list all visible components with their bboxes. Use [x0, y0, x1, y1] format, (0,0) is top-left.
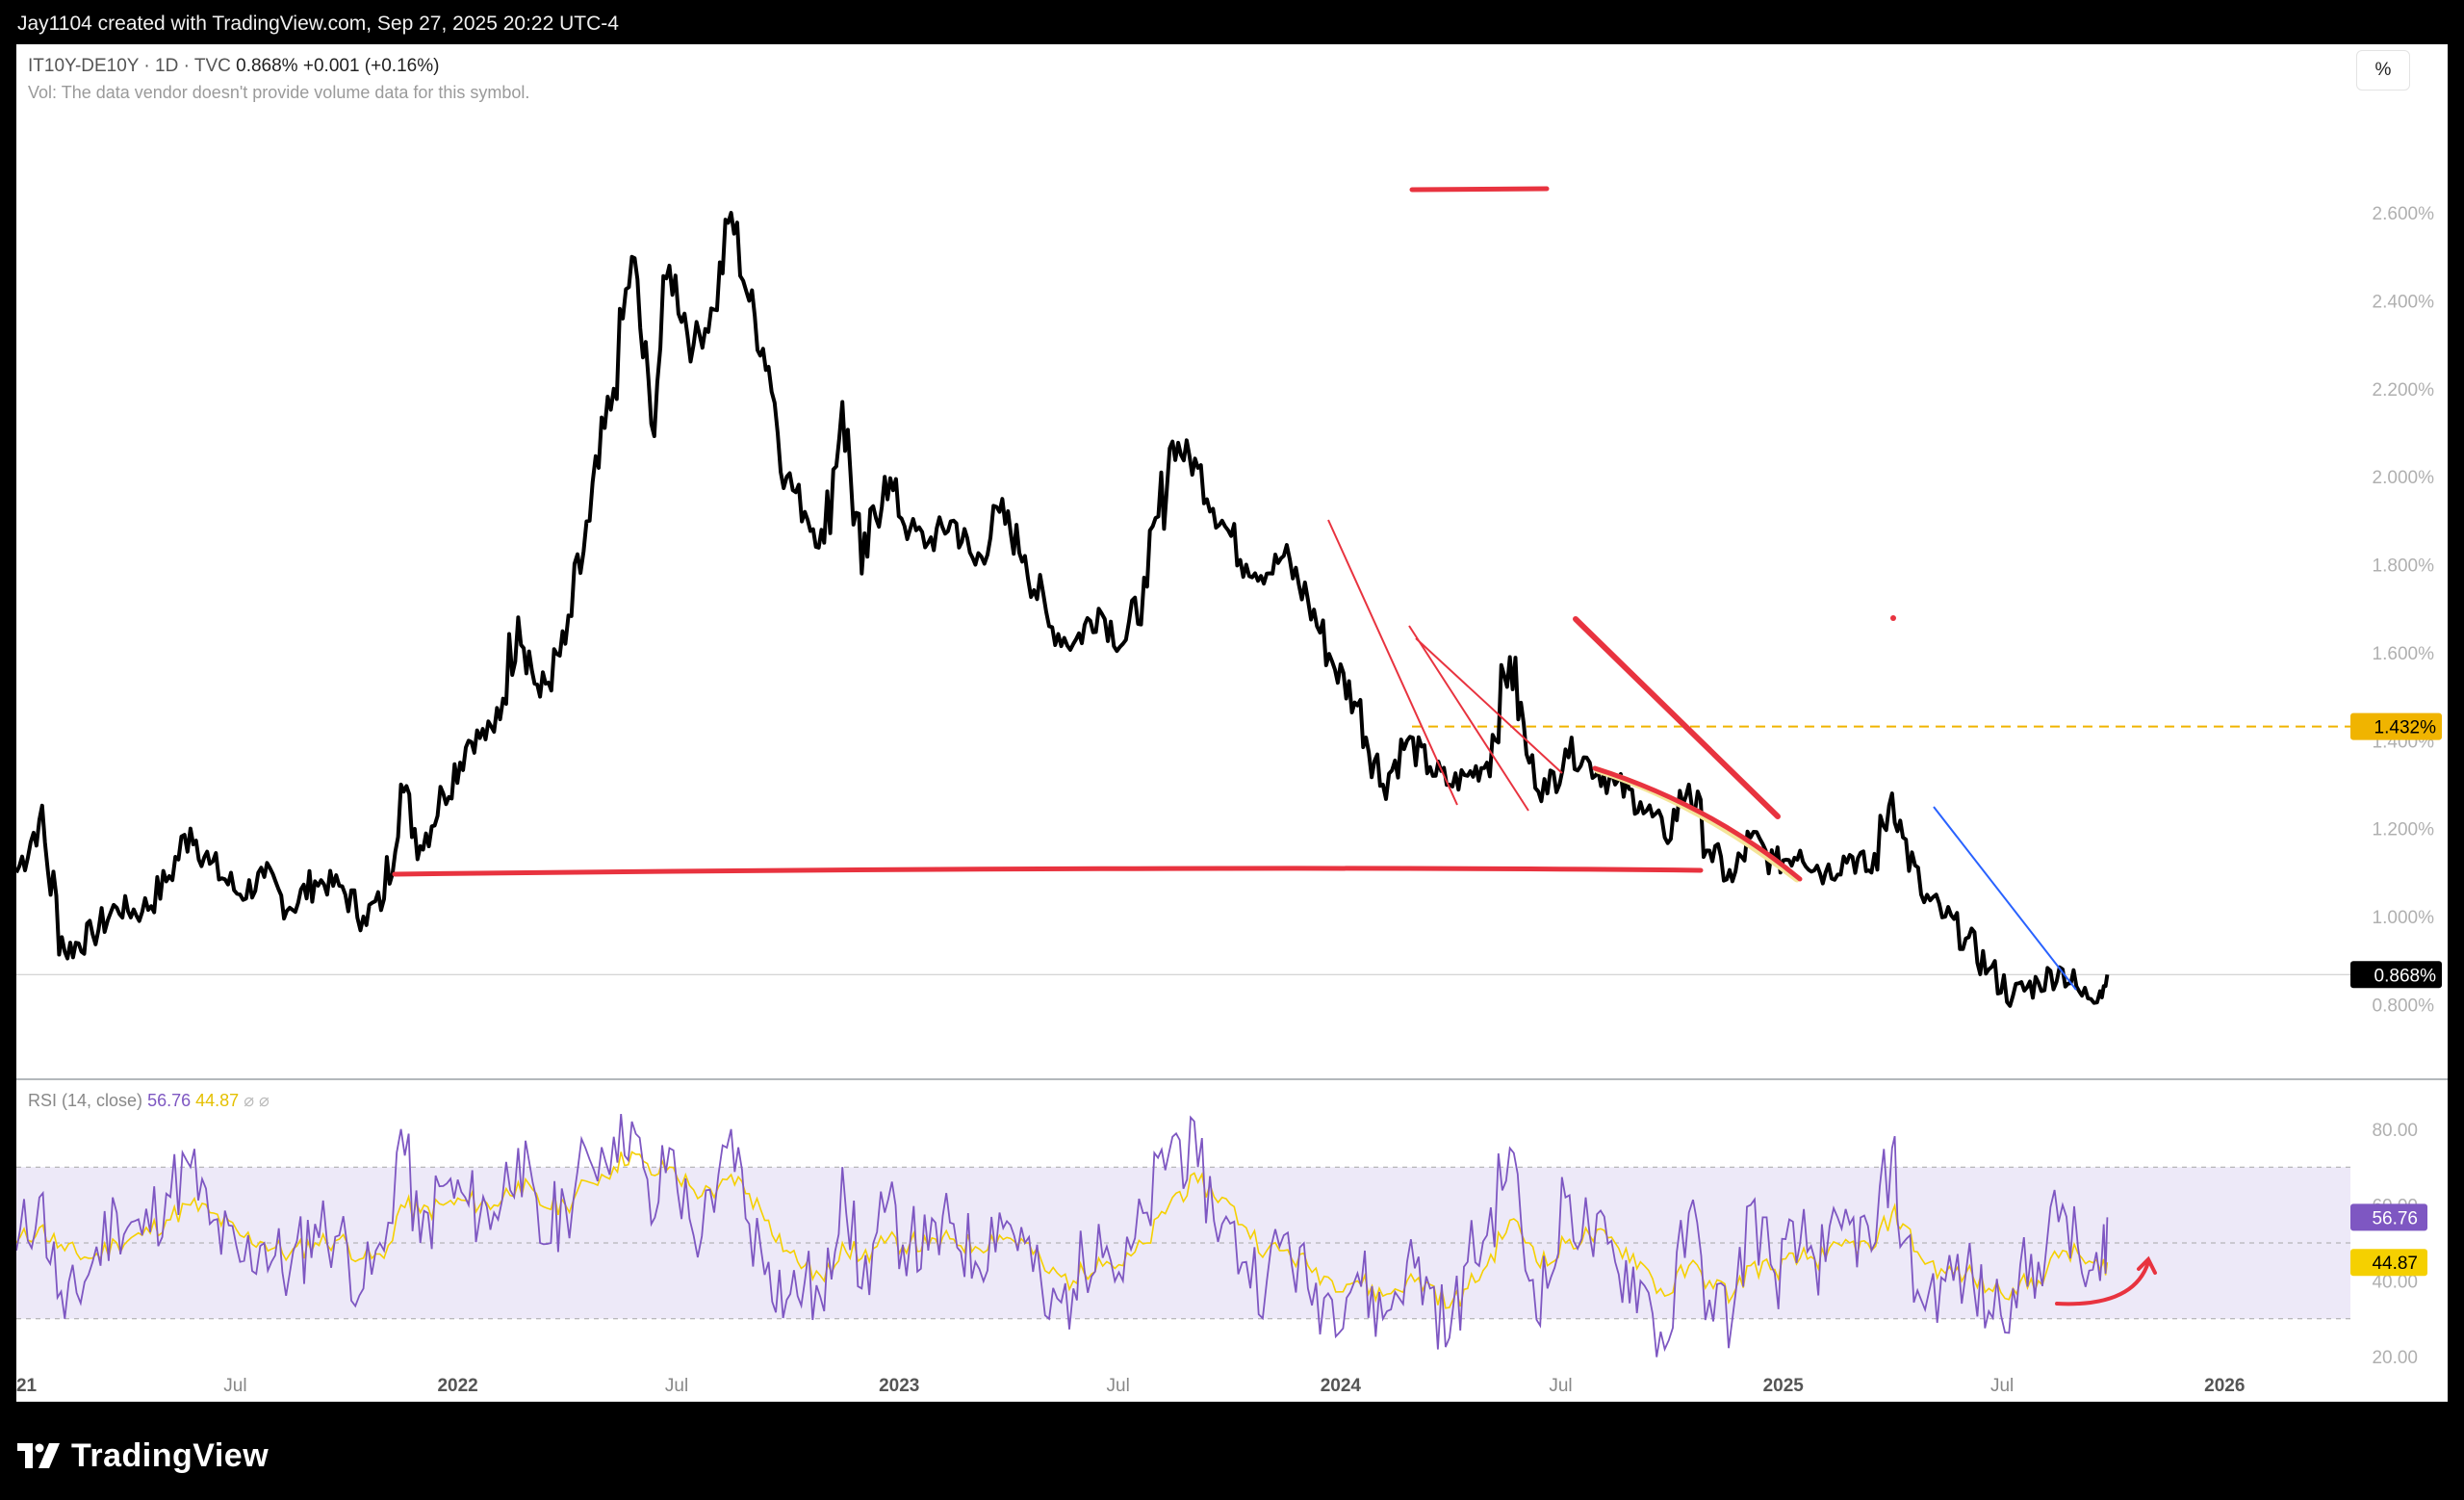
rsi-legend: RSI (14, close) 56.76 44.87 ⌀ ⌀: [28, 1091, 270, 1111]
price-tick-label: 1.600%: [2373, 644, 2435, 664]
time-tick-label: 2023: [879, 1376, 919, 1396]
price-change: +0.001 (+0.16%): [302, 56, 440, 76]
price-tick-label: 2.200%: [2373, 380, 2435, 401]
chart-canvas[interactable]: 0.800%1.000%1.200%1.400%1.600%1.800%2.00…: [16, 44, 2448, 1402]
chart-frame[interactable]: 0.800% 1.000% 1.200% 1.400% 1.600% 1.800% 2.00…: [16, 44, 2448, 1402]
resistance-line: [1409, 186, 1550, 193]
volume-note: Vol: The data vendor doesn't provide vol…: [28, 83, 530, 102]
na-icon: ⌀: [244, 1091, 255, 1110]
level-badge: [2350, 712, 2442, 740]
rsi-label[interactable]: RSI (14, close): [28, 1091, 143, 1110]
trendline-1: [1327, 519, 1458, 806]
snapshot-header: Jay1104 created with TradingView.com, Se…: [0, 0, 2464, 44]
price-tick-label: 2.400%: [2373, 292, 2435, 312]
price-series-line: [16, 211, 2110, 1008]
trendline-3: [1415, 637, 1563, 774]
tradingview-logo[interactable]: TradingView: [17, 1436, 269, 1475]
time-tick-label: 2026: [2204, 1376, 2245, 1396]
descending-trendline: [1573, 616, 1781, 819]
price-tick-label: 0.800%: [2373, 996, 2435, 1016]
price-tick-label: 2.000%: [2373, 468, 2435, 488]
price-tick-label: 1.200%: [2373, 820, 2435, 841]
rsi-tick-label: 20.00: [2372, 1348, 2418, 1368]
rsi-tick-label: 40.00: [2372, 1272, 2418, 1292]
percent-scale-button[interactable]: %: [2356, 50, 2410, 91]
price-tick-label: 1.800%: [2373, 556, 2435, 577]
snapshot-caption: Jay1104 created with TradingView.com, Se…: [17, 13, 619, 35]
last-value: 0.868%: [236, 56, 298, 76]
time-tick-label: Jul: [1549, 1376, 1572, 1396]
marker-dot: [1890, 615, 1896, 621]
time-tick-label: Jul: [1107, 1376, 1130, 1396]
price-tick-label: 2.600%: [2373, 204, 2435, 224]
level-badge-label: 1.432%: [2374, 718, 2437, 738]
rsi-ma-label: 44.87: [2372, 1254, 2418, 1274]
rsi-legend-value: 56.76: [147, 1091, 192, 1110]
falling-wedge-lower: [1592, 765, 1803, 882]
rsi-line: [16, 1114, 2109, 1358]
tradingview-wordmark: TradingView: [71, 1436, 270, 1474]
footer: TradingView: [0, 1402, 2464, 1500]
support-trendline: [392, 866, 1704, 877]
time-tick-label: Jul: [665, 1376, 688, 1396]
trendline-2: [1408, 625, 1529, 812]
time-tick-label: 2024: [1321, 1376, 1362, 1396]
arrow-head: [2137, 1255, 2157, 1275]
time-tick-label: Jul: [1990, 1376, 2014, 1396]
time-tick-label: 2021: [16, 1376, 38, 1396]
blue-trendline: [1933, 806, 2077, 991]
current-price-badge: [2350, 961, 2442, 989]
rsi-ma-badge: [2350, 1249, 2427, 1277]
current-price-label: 0.868%: [2374, 966, 2437, 986]
symbol-legend: IT10Y-DE10Y · 1D · TVC 0.868% +0.001 (+0…: [28, 56, 439, 77]
time-tick-label: Jul: [223, 1376, 246, 1396]
time-tick-label: 2022: [437, 1376, 477, 1396]
rsi-ma-legend-value: 44.87: [195, 1091, 240, 1110]
symbol-name[interactable]: IT10Y-DE10Y · 1D · TVC: [28, 56, 231, 76]
price-tick-label: 1.000%: [2373, 908, 2435, 928]
na-icon: ⌀: [259, 1091, 270, 1110]
rsi-annotation-arrow: [2055, 1260, 2150, 1306]
rsi-value-badge: [2350, 1203, 2427, 1231]
tradingview-logo-icon: [17, 1443, 60, 1468]
time-tick-label: 2025: [1763, 1376, 1805, 1396]
rsi-value-label: 56.76: [2372, 1208, 2418, 1228]
rsi-tick-label: 80.00: [2372, 1121, 2418, 1141]
